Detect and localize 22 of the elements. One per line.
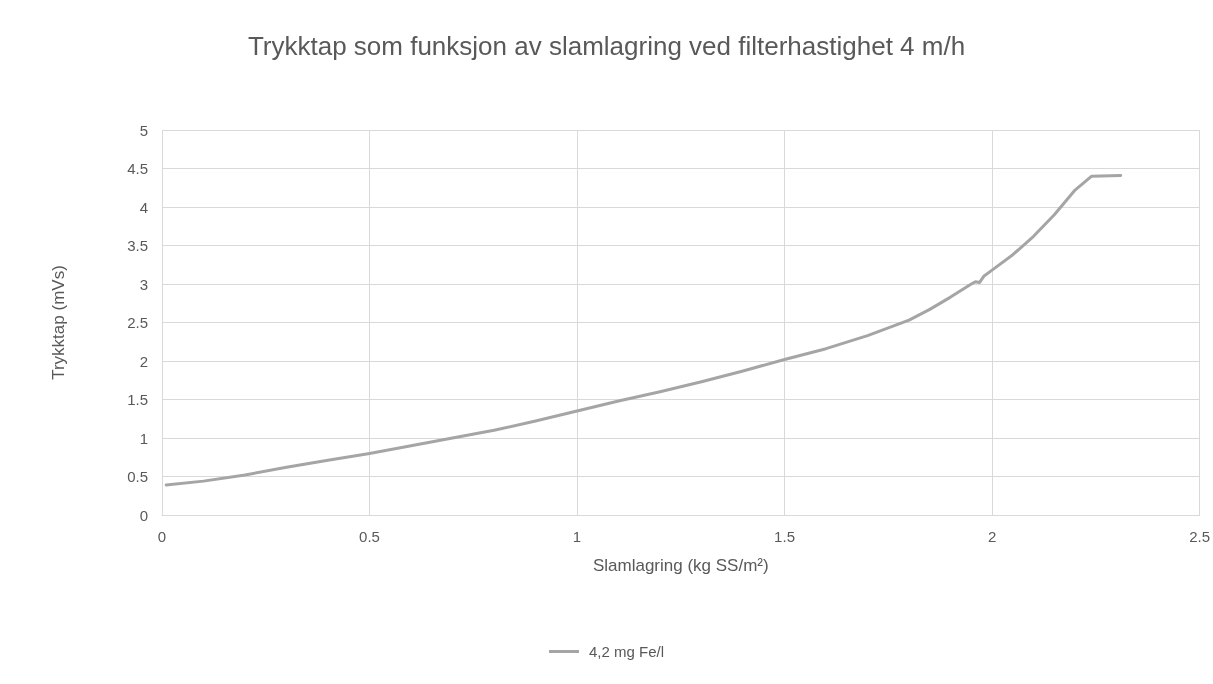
y-tick-label: 4 — [139, 198, 148, 216]
x-tick-label: 2.5 — [1189, 528, 1210, 545]
y-tick-label: 3 — [139, 275, 148, 293]
y-tick-label: 4.5 — [127, 160, 148, 177]
x-tick-label: 1 — [572, 528, 582, 545]
x-tick-label: 0.5 — [359, 528, 380, 545]
chart-title: Trykktap som funksjon av slamlagring ved filterhastighet 4 m/h — [247, 31, 966, 61]
y-axis-title: Trykktap (mVs) — [49, 265, 68, 380]
x-tick-label: 0 — [157, 528, 167, 545]
y-tick-label: 0 — [139, 506, 148, 524]
x-tick-label: 1.5 — [774, 528, 795, 545]
x-tick-label: 2 — [987, 528, 997, 545]
y-tick-label: 3.5 — [127, 237, 148, 254]
y-tick-label: 1 — [139, 429, 148, 447]
y-tick-label: 1.5 — [127, 391, 148, 408]
y-tick-label: 5 — [139, 121, 148, 139]
line-series — [164, 173, 1123, 487]
legend-label: 4,2 mg Fe/l — [588, 643, 665, 660]
y-tick-label: 0.5 — [127, 468, 148, 485]
y-tick-label: 2 — [139, 352, 148, 370]
y-tick-label: 2.5 — [127, 314, 148, 331]
x-axis-title: Slamlagring (kg SS/m²) — [592, 556, 769, 575]
